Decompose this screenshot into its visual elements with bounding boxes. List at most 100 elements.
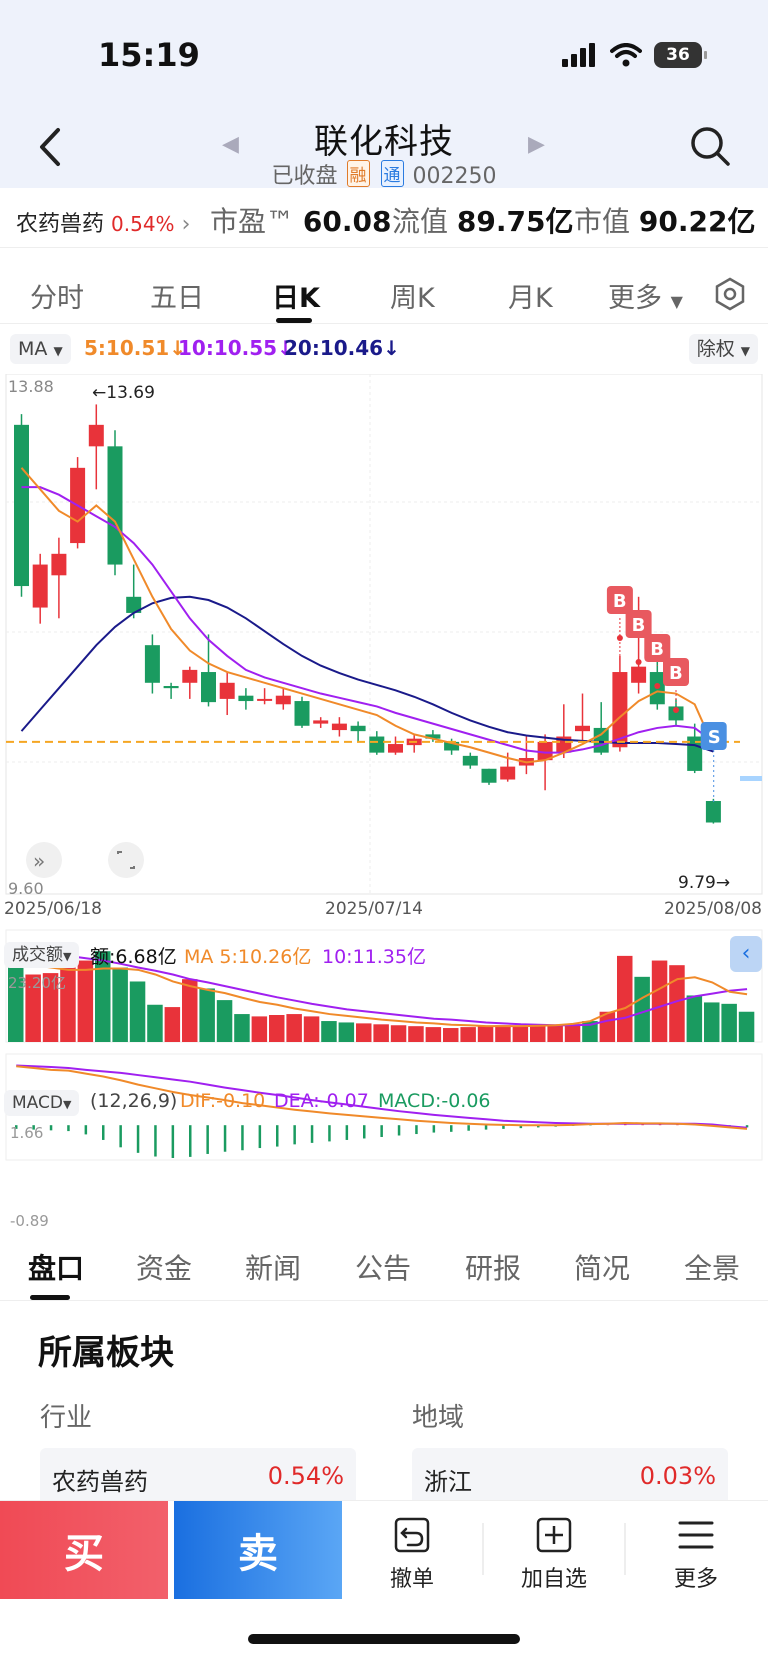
volume-bar — [95, 951, 111, 1042]
mcap-metric: 市值 90.22亿 — [574, 200, 756, 240]
volume-bar — [216, 1000, 233, 1042]
stock-subtitle: 已收盘 融 通 002250 — [0, 158, 768, 190]
volume-bar — [182, 979, 198, 1042]
status-bar: 15:19 36 — [0, 0, 768, 110]
back-button[interactable] — [30, 122, 70, 172]
volume-bar — [512, 1026, 529, 1042]
tab-profile[interactable]: 简况 — [574, 1252, 631, 1285]
mcap-label: 市值 — [574, 205, 631, 238]
volume-ma5: MA 5:10.26亿 — [184, 946, 312, 968]
candle-body — [612, 672, 628, 748]
volume-bar — [617, 955, 633, 1042]
buy-button[interactable]: 买 — [0, 1501, 168, 1599]
buy-marker-label: B — [650, 639, 664, 660]
volume-amount: 额:6.68亿 — [90, 946, 177, 968]
tab-intraday[interactable]: 分时 — [30, 283, 84, 314]
status-icons: 36 — [562, 42, 707, 68]
volume-ma10: 10:11.35亿 — [322, 946, 426, 968]
buy-marker — [644, 634, 671, 662]
volume-bar — [408, 1026, 424, 1042]
tab-orderbook[interactable]: 盘口 — [28, 1252, 85, 1285]
tab-research[interactable]: 研报 — [465, 1252, 522, 1285]
caret-down-icon: ▼ — [62, 1098, 72, 1111]
add-watchlist-label: 加自选 — [520, 1567, 587, 1592]
macd-top-label: 1.66 — [10, 1124, 44, 1142]
candle-body — [593, 727, 609, 753]
candle-body — [163, 686, 179, 689]
status-time: 15:19 — [98, 36, 200, 74]
volume-bar — [42, 973, 59, 1042]
fullscreen-button[interactable] — [108, 842, 144, 878]
candle-body — [481, 768, 497, 783]
volume-ma5-line — [16, 961, 748, 1028]
candle-body — [238, 695, 254, 702]
volume-bar — [147, 1004, 163, 1042]
volume-bar — [164, 1007, 181, 1042]
candle-body — [126, 596, 142, 613]
volume-bar — [495, 1025, 511, 1042]
industry-link[interactable]: 农药兽药 0.54% › — [16, 206, 190, 238]
cancel-order-button[interactable]: 撤单 — [362, 1515, 462, 1593]
macd-selector[interactable]: MACD▼ — [4, 1090, 80, 1116]
tab-funds[interactable]: 资金 — [136, 1252, 193, 1285]
detail-tab-underline — [30, 1295, 70, 1300]
adjust-selector[interactable]: 除权 ▼ — [688, 334, 758, 364]
expand-left-button[interactable]: » — [26, 842, 62, 878]
search-icon[interactable] — [688, 124, 732, 168]
ma-selector[interactable]: MA ▼ — [10, 334, 71, 364]
more-button[interactable]: 更多 — [646, 1515, 746, 1593]
add-watchlist-button[interactable]: 加自选 — [504, 1515, 604, 1593]
volume-ma10-line — [16, 943, 748, 1027]
prev-stock-arrow-icon[interactable]: ◀ — [222, 132, 239, 157]
tab-news[interactable]: 新闻 — [245, 1252, 302, 1285]
connect-tag: 通 — [380, 160, 404, 187]
volume-bar — [269, 1015, 285, 1042]
tab-weekly-k[interactable]: 周K — [390, 283, 435, 314]
candle-body — [350, 725, 366, 732]
tab-monthly-k[interactable]: 月K — [508, 283, 553, 314]
ma5-value: 5:10.51↓ — [84, 336, 186, 360]
ma10-line — [21, 486, 714, 754]
tab-announcements[interactable]: 公告 — [355, 1252, 412, 1285]
buy-marker-label: B — [632, 615, 646, 636]
candle-body — [219, 682, 235, 699]
volume-selector[interactable]: 成交额▼ — [4, 942, 80, 968]
volume-selector-label: 成交额 — [12, 945, 63, 965]
industry-card[interactable]: 农药兽药 0.54% — [40, 1448, 356, 1508]
buy-marker-dot — [673, 707, 679, 713]
tab-daily-k[interactable]: 日K — [272, 283, 320, 314]
region-card[interactable]: 浙江 0.03% — [412, 1448, 728, 1508]
buy-marker-label: B — [613, 591, 627, 612]
caret-down-icon: ▼ — [670, 292, 683, 311]
volume-bar — [60, 965, 76, 1042]
candle-body — [388, 744, 403, 753]
signal-icon — [562, 43, 595, 67]
dif-line — [16, 1065, 748, 1130]
tab-more[interactable]: 更多 ▼ — [608, 276, 683, 315]
volume-bar — [356, 1023, 372, 1042]
tab-overview[interactable]: 全景 — [684, 1252, 741, 1285]
ma-indicator-row: MA ▼ 5:10.51↓ 10:10.55↓ 20:10.46↓ 除权 ▼ — [0, 334, 768, 364]
volume-bar — [738, 1011, 755, 1042]
footer-divider — [624, 1523, 626, 1575]
next-stock-arrow-icon[interactable]: ▶ — [528, 132, 545, 157]
candle-body — [201, 672, 216, 703]
candle-body — [182, 669, 198, 683]
sell-button[interactable]: 卖 — [174, 1501, 342, 1599]
volume-bar — [669, 965, 685, 1042]
candle-body — [705, 801, 721, 823]
footer-divider — [482, 1523, 484, 1575]
buy-marker-label: B — [669, 663, 683, 684]
caret-down-icon: ▼ — [63, 950, 72, 963]
adjust-label: 除权 — [696, 338, 735, 360]
plus-square-icon — [536, 1517, 572, 1553]
price-top-label: 13.88 — [8, 377, 54, 396]
volume-bar — [25, 974, 41, 1042]
collapse-panel-button[interactable]: ‹ — [730, 936, 762, 972]
volume-bar — [651, 960, 668, 1042]
period-tabs: 分时 五日 日K 周K 月K 更多 ▼ — [0, 268, 768, 324]
ma20-value: 20:10.46↓ — [284, 336, 400, 360]
settings-icon[interactable] — [712, 276, 748, 312]
tab-five-day[interactable]: 五日 — [150, 283, 204, 314]
